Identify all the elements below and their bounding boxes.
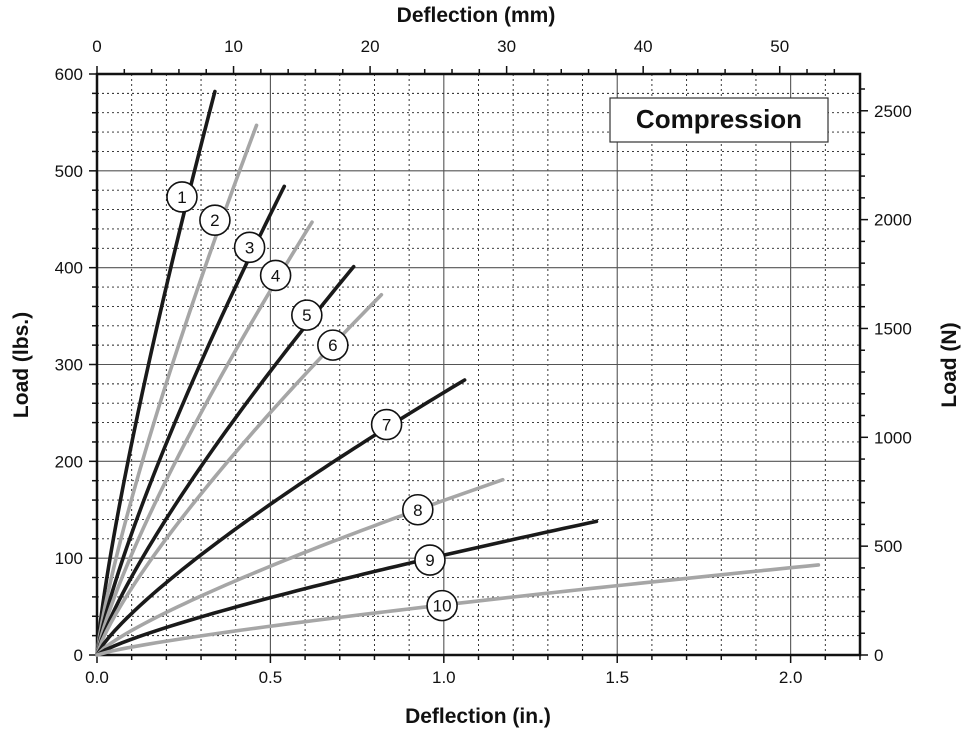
- x-tick-label-top: 30: [497, 37, 516, 56]
- x-tick-label-bottom: 2.0: [779, 668, 803, 687]
- legend: Compression: [609, 97, 829, 143]
- curve-label-text: 4: [271, 266, 280, 285]
- x-axis-title-bottom: Deflection (in.): [405, 705, 551, 728]
- series-lines: [95, 89, 821, 657]
- series-line-7: [95, 378, 467, 657]
- curve-label-10: 10: [426, 589, 458, 622]
- x-axis-title-top: Deflection (mm): [397, 4, 556, 27]
- y-tick-label-left: 400: [55, 259, 83, 278]
- curve-label-circle: [402, 493, 434, 526]
- curve-label-7: 7: [370, 408, 403, 441]
- curve-label-text: 5: [302, 306, 311, 325]
- x-tick-label-top: 20: [361, 37, 380, 56]
- y-axis-title-right: Load (N): [938, 322, 961, 407]
- y-tick-label-right: 2500: [874, 102, 912, 121]
- series-line-1: [95, 89, 217, 657]
- x-tick-label-bottom: 1.0: [432, 668, 456, 687]
- x-tick-label-top: 50: [770, 37, 789, 56]
- x-tick-label-top: 0: [92, 37, 101, 56]
- y-tick-label-left: 600: [55, 65, 83, 84]
- curve-label-text: 6: [328, 336, 337, 355]
- curve-label-circle: [370, 408, 403, 441]
- curve-label-3: 3: [233, 231, 266, 264]
- y-tick-label-right: 1000: [874, 428, 912, 447]
- curve-label-text: 9: [425, 551, 434, 570]
- legend-box: [609, 97, 829, 143]
- curve-label-circle: [291, 299, 323, 331]
- x-tick-label-bottom: 1.5: [605, 668, 629, 687]
- curve-label-5: 5: [291, 299, 323, 331]
- curve-label-circle: [426, 589, 458, 622]
- curve-label-text: 7: [382, 416, 391, 435]
- grid: [97, 74, 860, 655]
- y-tick-label-left: 100: [55, 549, 83, 568]
- series-line-2: [95, 123, 259, 657]
- y-tick-label-right: 2000: [874, 211, 912, 230]
- curve-label-1: 1: [166, 181, 198, 213]
- series-line-8: [95, 477, 505, 657]
- curve-label-text: 8: [413, 501, 422, 520]
- curve-label-circle: [166, 181, 198, 213]
- curve-label-circle: [259, 259, 292, 292]
- x-tick-label-bottom: 0.5: [259, 668, 283, 687]
- x-tick-label-top: 10: [224, 37, 243, 56]
- curve-label-4: 4: [259, 259, 292, 292]
- curve-label-8: 8: [402, 493, 434, 526]
- curve-label-text: 3: [245, 238, 254, 257]
- curve-label-text: 2: [210, 211, 219, 230]
- y-axis-title-left: Load (lbs.): [10, 312, 33, 418]
- curve-label-circle: [317, 329, 349, 361]
- curve-label-circle: [233, 231, 266, 264]
- y-tick-label-left: 500: [55, 162, 83, 181]
- series-line-9: [95, 519, 599, 657]
- y-tick-label-right: 1500: [874, 319, 912, 338]
- curve-label-9: 9: [414, 544, 446, 576]
- curve-label-text: 1: [177, 188, 186, 207]
- curve-label-circle: [414, 544, 446, 576]
- y-tick-label-left: 0: [74, 646, 83, 665]
- y-tick-label-left: 200: [55, 452, 83, 471]
- series-line-10: [95, 563, 821, 657]
- curve-label-circle: [199, 204, 231, 237]
- x-tick-label-top: 40: [634, 37, 653, 56]
- curve-label-2: 2: [199, 204, 231, 237]
- y-tick-label-left: 300: [55, 356, 83, 375]
- curve-label-6: 6: [317, 329, 349, 361]
- y-tick-label-right: 0: [874, 646, 883, 665]
- x-tick-label-bottom: 0.0: [85, 668, 109, 687]
- legend-label: Compression: [636, 104, 802, 134]
- curve-label-text: 10: [433, 597, 452, 616]
- y-tick-label-right: 500: [874, 537, 902, 556]
